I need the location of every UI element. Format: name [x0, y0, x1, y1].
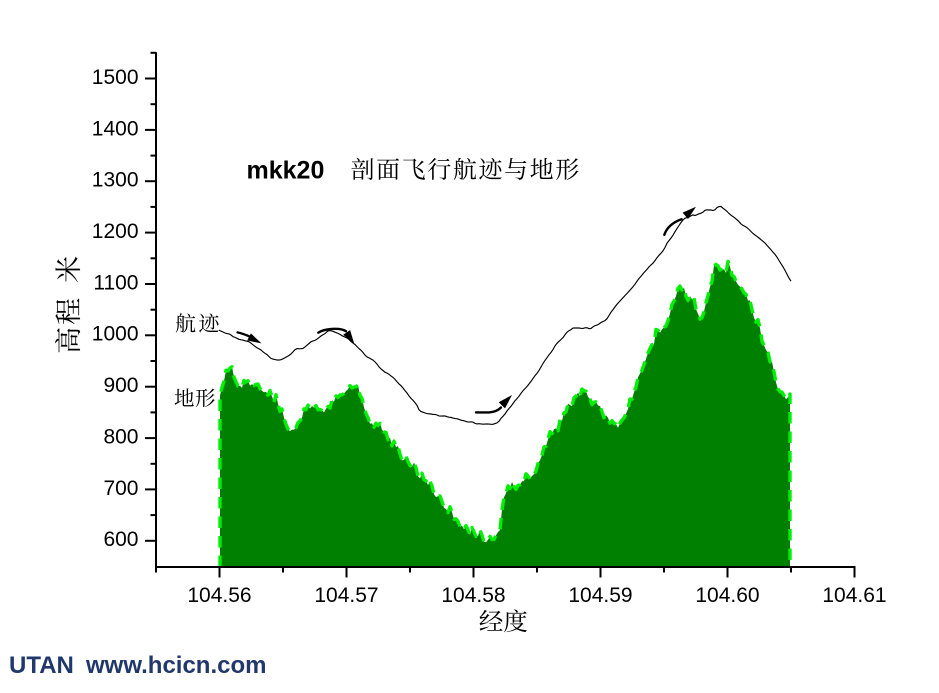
- svg-text:1500: 1500: [92, 66, 139, 89]
- svg-text:700: 700: [103, 477, 138, 500]
- svg-text:1300: 1300: [92, 169, 139, 192]
- svg-text:104.59: 104.59: [568, 584, 632, 607]
- svg-text:900: 900: [103, 374, 138, 397]
- svg-text:mkk20: mkk20: [247, 157, 325, 185]
- svg-text:104.58: 104.58: [441, 584, 505, 607]
- svg-text:1400: 1400: [92, 117, 139, 140]
- svg-text:104.56: 104.56: [187, 584, 251, 607]
- svg-text:UTAN: UTAN: [9, 652, 74, 679]
- svg-text:600: 600: [103, 528, 138, 551]
- svg-text:104.60: 104.60: [695, 584, 759, 607]
- svg-text:1200: 1200: [92, 220, 139, 243]
- svg-text:800: 800: [103, 426, 138, 449]
- svg-text:1000: 1000: [92, 323, 139, 346]
- svg-text:104.61: 104.61: [822, 584, 886, 607]
- svg-text:104.57: 104.57: [314, 584, 378, 607]
- svg-text:www.hcicn.com: www.hcicn.com: [85, 652, 266, 679]
- svg-text:1100: 1100: [93, 271, 138, 294]
